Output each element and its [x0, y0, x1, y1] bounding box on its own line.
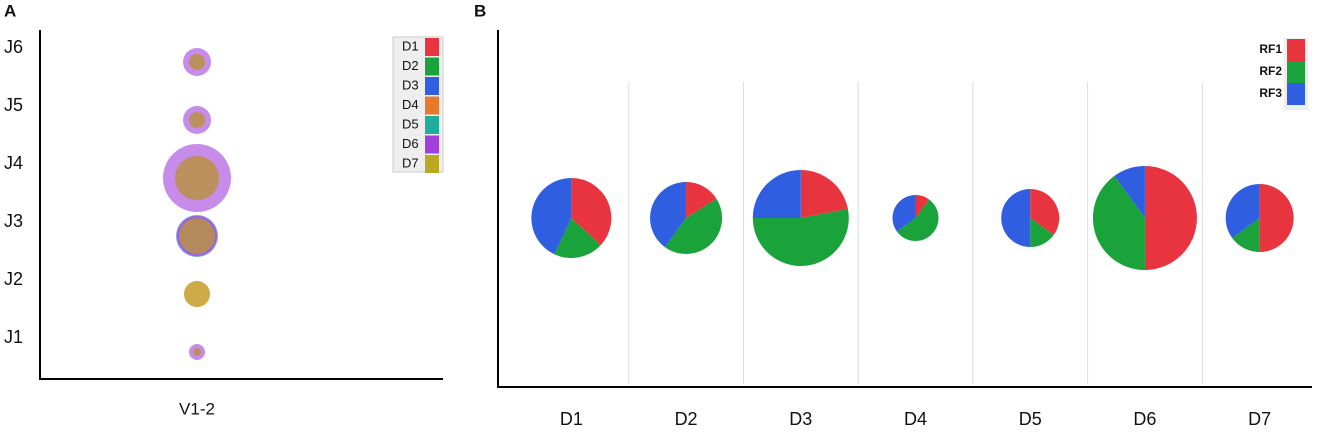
pie-slice: [531, 178, 572, 255]
legend-label: RF3: [1259, 86, 1282, 100]
legend-swatch: [1287, 39, 1305, 61]
pie-slice: [650, 182, 687, 248]
pie-slice: [1225, 184, 1260, 238]
pie-slice: [752, 170, 801, 218]
pie-slice: [1030, 218, 1054, 247]
legend-swatch: [1287, 83, 1305, 105]
y-tick-label: J1: [4, 327, 23, 347]
x-tick-label: D4: [904, 409, 927, 429]
y-tick-label: J3: [4, 211, 23, 231]
legend-label: D6: [402, 136, 419, 151]
legend-swatch: [425, 135, 439, 154]
panel-label: A: [4, 1, 16, 20]
pie-slice: [686, 182, 717, 218]
x-tick-label: D6: [1133, 409, 1156, 429]
legend-swatch: [425, 96, 439, 115]
bubble: [189, 112, 205, 128]
pie-slice: [554, 218, 601, 258]
pie-slice: [892, 195, 916, 232]
x-tick-label: V1-2: [179, 399, 215, 418]
bubble: [189, 54, 205, 70]
legend-label: D7: [402, 155, 419, 170]
bubble: [179, 218, 215, 254]
y-tick-label: J2: [4, 269, 23, 289]
pie-slice: [1114, 165, 1145, 218]
x-tick-label: D2: [675, 409, 698, 429]
legend-label: D1: [402, 38, 419, 53]
y-tick-label: J5: [4, 95, 23, 115]
pie-slice: [752, 209, 849, 266]
legend-swatch: [1287, 61, 1305, 83]
pie-slice: [1092, 175, 1145, 270]
pie-slice: [915, 195, 930, 218]
legend-swatch: [425, 116, 439, 134]
bubble: [193, 348, 201, 356]
bubble: [184, 281, 210, 307]
bubble: [175, 156, 219, 200]
legend-swatch: [425, 57, 439, 76]
legend-label: D4: [402, 97, 419, 112]
legend-swatch: [425, 38, 439, 56]
pie-slice: [664, 198, 723, 255]
x-tick-label: D3: [789, 409, 812, 429]
pie-slice: [1001, 189, 1031, 247]
legend-swatch: [425, 155, 439, 173]
pie-slice: [1144, 166, 1197, 270]
legend-label: RF1: [1259, 42, 1282, 56]
pie-slice: [1259, 184, 1294, 252]
pie-slice: [896, 199, 939, 242]
x-tick-label: D5: [1019, 409, 1042, 429]
pie-slice: [571, 178, 612, 246]
legend-label: D3: [402, 77, 419, 92]
legend-label: RF2: [1259, 64, 1282, 78]
y-tick-label: J6: [4, 37, 23, 57]
panel-label: B: [474, 1, 486, 20]
legend-label: D5: [402, 116, 419, 131]
pie-slice: [1232, 218, 1260, 252]
pie-slice: [1030, 189, 1060, 236]
legend-swatch: [425, 77, 439, 95]
legend-label: D2: [402, 58, 419, 73]
pie-slice: [800, 170, 848, 218]
x-tick-label: D7: [1248, 409, 1271, 429]
x-tick-label: D1: [560, 409, 583, 429]
y-tick-label: J4: [4, 153, 23, 173]
